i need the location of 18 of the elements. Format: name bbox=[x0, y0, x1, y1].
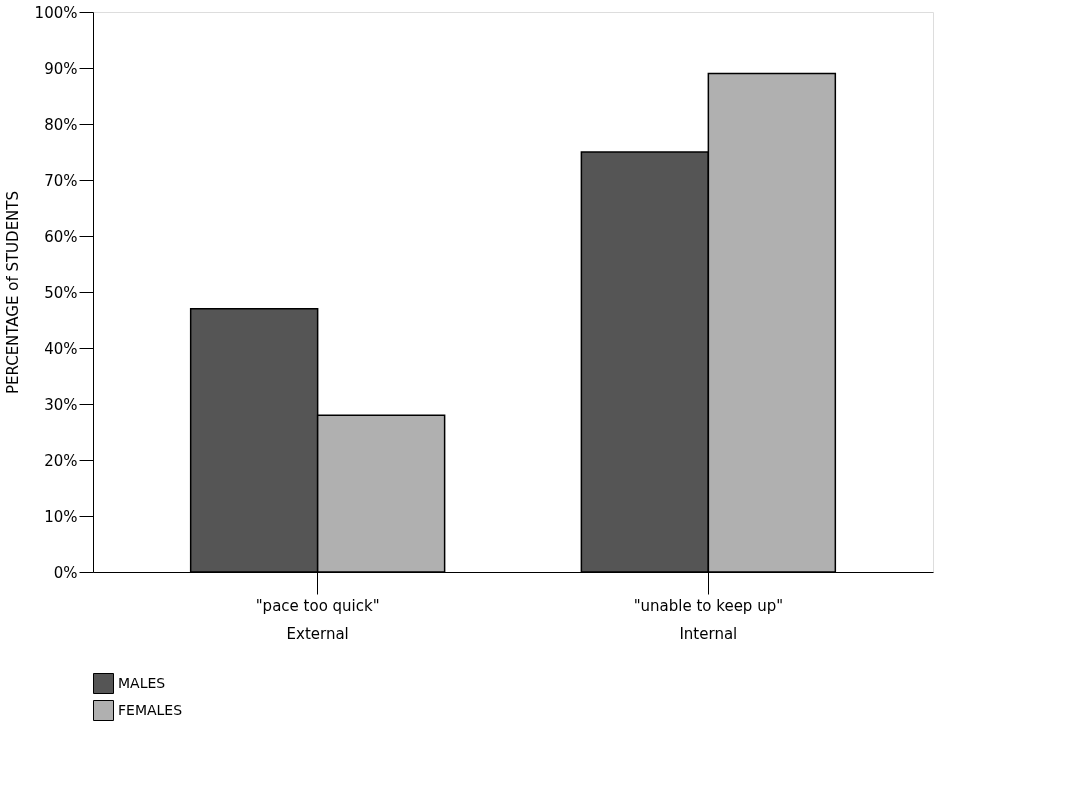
y-tick-label: 40% bbox=[44, 339, 78, 358]
y-tick-label: 100% bbox=[34, 3, 78, 22]
y-tick-label: 50% bbox=[44, 283, 78, 302]
y-tick-label: 10% bbox=[44, 507, 78, 526]
y-tick-label: 60% bbox=[44, 227, 78, 246]
legend-label: MALES bbox=[118, 674, 166, 691]
y-tick-label: 90% bbox=[44, 59, 78, 78]
legend-label: FEMALES bbox=[118, 701, 183, 718]
text: External bbox=[286, 625, 349, 643]
y-axis-title: PERCENTAGE of STUDENTS bbox=[3, 190, 22, 395]
y-tick-label: 70% bbox=[44, 171, 78, 190]
y-tick-label: 80% bbox=[44, 115, 78, 134]
x-tick-label: "pace too quick" bbox=[255, 596, 380, 615]
x-tick-label: "unable to keep up" bbox=[633, 596, 784, 615]
y-tick-label: 20% bbox=[44, 451, 78, 470]
text: Internal bbox=[679, 625, 738, 643]
y-tick-label: 30% bbox=[44, 395, 78, 414]
y-tick-label: 0% bbox=[53, 563, 78, 582]
